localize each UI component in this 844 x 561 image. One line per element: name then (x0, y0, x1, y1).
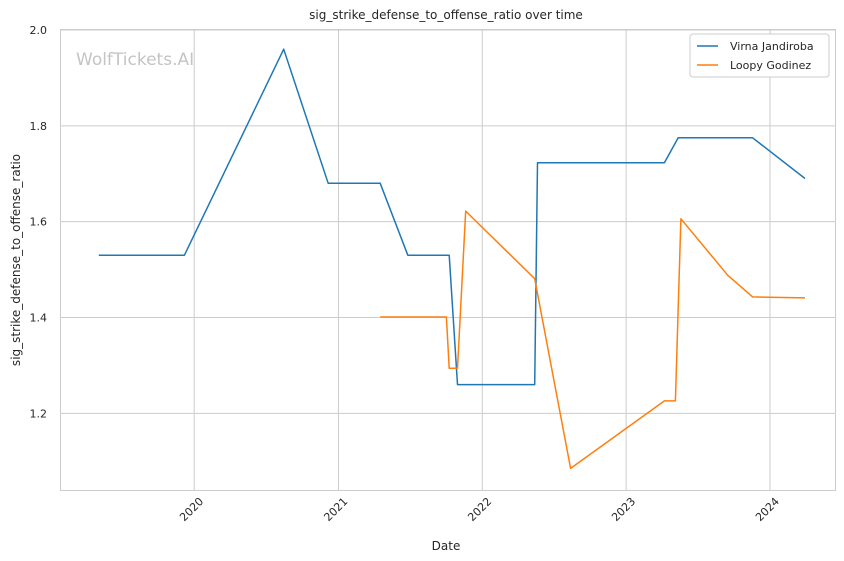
chart-title: sig_strike_defense_to_offense_ratio over… (309, 8, 583, 22)
y-tick-label: 1.6 (30, 216, 48, 229)
watermark: WolfTickets.AI (76, 50, 194, 70)
x-tick-labels: 2020 2021 2022 2023 2024 (177, 495, 782, 524)
x-tick-label: 2020 (177, 495, 206, 524)
legend-label-loopy: Loopy Godinez (730, 59, 811, 72)
series-lines (98, 48, 806, 470)
x-axis-label: Date (432, 539, 461, 553)
grid-lines (61, 29, 835, 490)
legend-box (689, 33, 830, 78)
y-tick-label: 1.8 (30, 120, 48, 133)
x-tick-label: 2023 (609, 495, 638, 524)
plot-frame (60, 29, 836, 491)
x-tick-label: 2024 (753, 495, 782, 524)
x-tick-label: 2021 (321, 495, 350, 524)
y-axis-label: sig_strike_defense_to_offense_ratio (9, 154, 23, 366)
y-tick-label: 2.0 (30, 24, 48, 37)
legend: Virna Jandiroba Loopy Godinez (689, 33, 830, 78)
series-line-loopy-godinez (380, 210, 806, 470)
series-line-virna-jandiroba (98, 48, 806, 386)
x-tick-label: 2022 (465, 495, 494, 524)
legend-label-virna: Virna Jandiroba (730, 40, 814, 53)
y-tick-label: 1.2 (30, 407, 48, 420)
y-tick-labels: 1.2 1.4 1.6 1.8 2.0 (30, 24, 48, 420)
y-tick-label: 1.4 (30, 312, 48, 325)
